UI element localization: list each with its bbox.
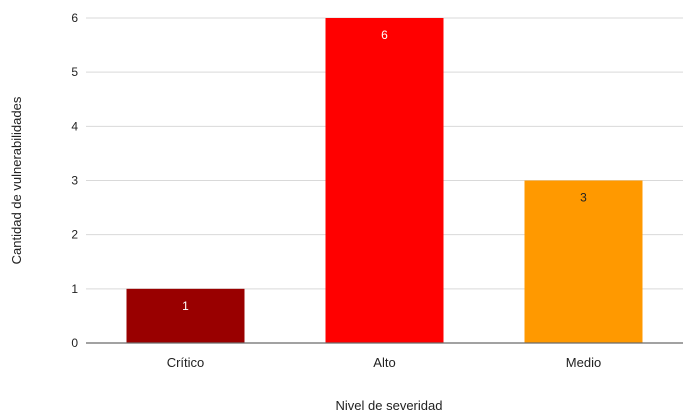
data-label: 6 <box>381 28 388 42</box>
x-tick-label: Crítico <box>167 355 205 370</box>
x-tick-label: Medio <box>566 355 601 370</box>
labels: 1 Crítico 6 Alto 3 Medio <box>167 28 601 370</box>
bar <box>325 18 444 343</box>
axes: 0 1 2 3 4 5 6 <box>71 11 683 350</box>
y-tick-label: 5 <box>71 65 78 79</box>
x-tick-label: Alto <box>373 355 395 370</box>
data-label: 3 <box>580 191 587 205</box>
bar <box>126 288 245 343</box>
y-tick-label: 6 <box>71 11 78 25</box>
x-axis-title: Nivel de severidad <box>336 398 443 413</box>
bar <box>524 180 643 343</box>
bars <box>126 18 643 343</box>
data-label: 1 <box>182 299 189 313</box>
y-tick-label: 2 <box>71 228 78 242</box>
y-tick-label: 4 <box>71 119 78 133</box>
y-axis-title: Cantidad de vulnerabilidades <box>9 96 24 264</box>
y-tick-label: 1 <box>71 282 78 296</box>
y-tick-label: 0 <box>71 336 78 350</box>
y-tick-label: 3 <box>71 174 78 188</box>
